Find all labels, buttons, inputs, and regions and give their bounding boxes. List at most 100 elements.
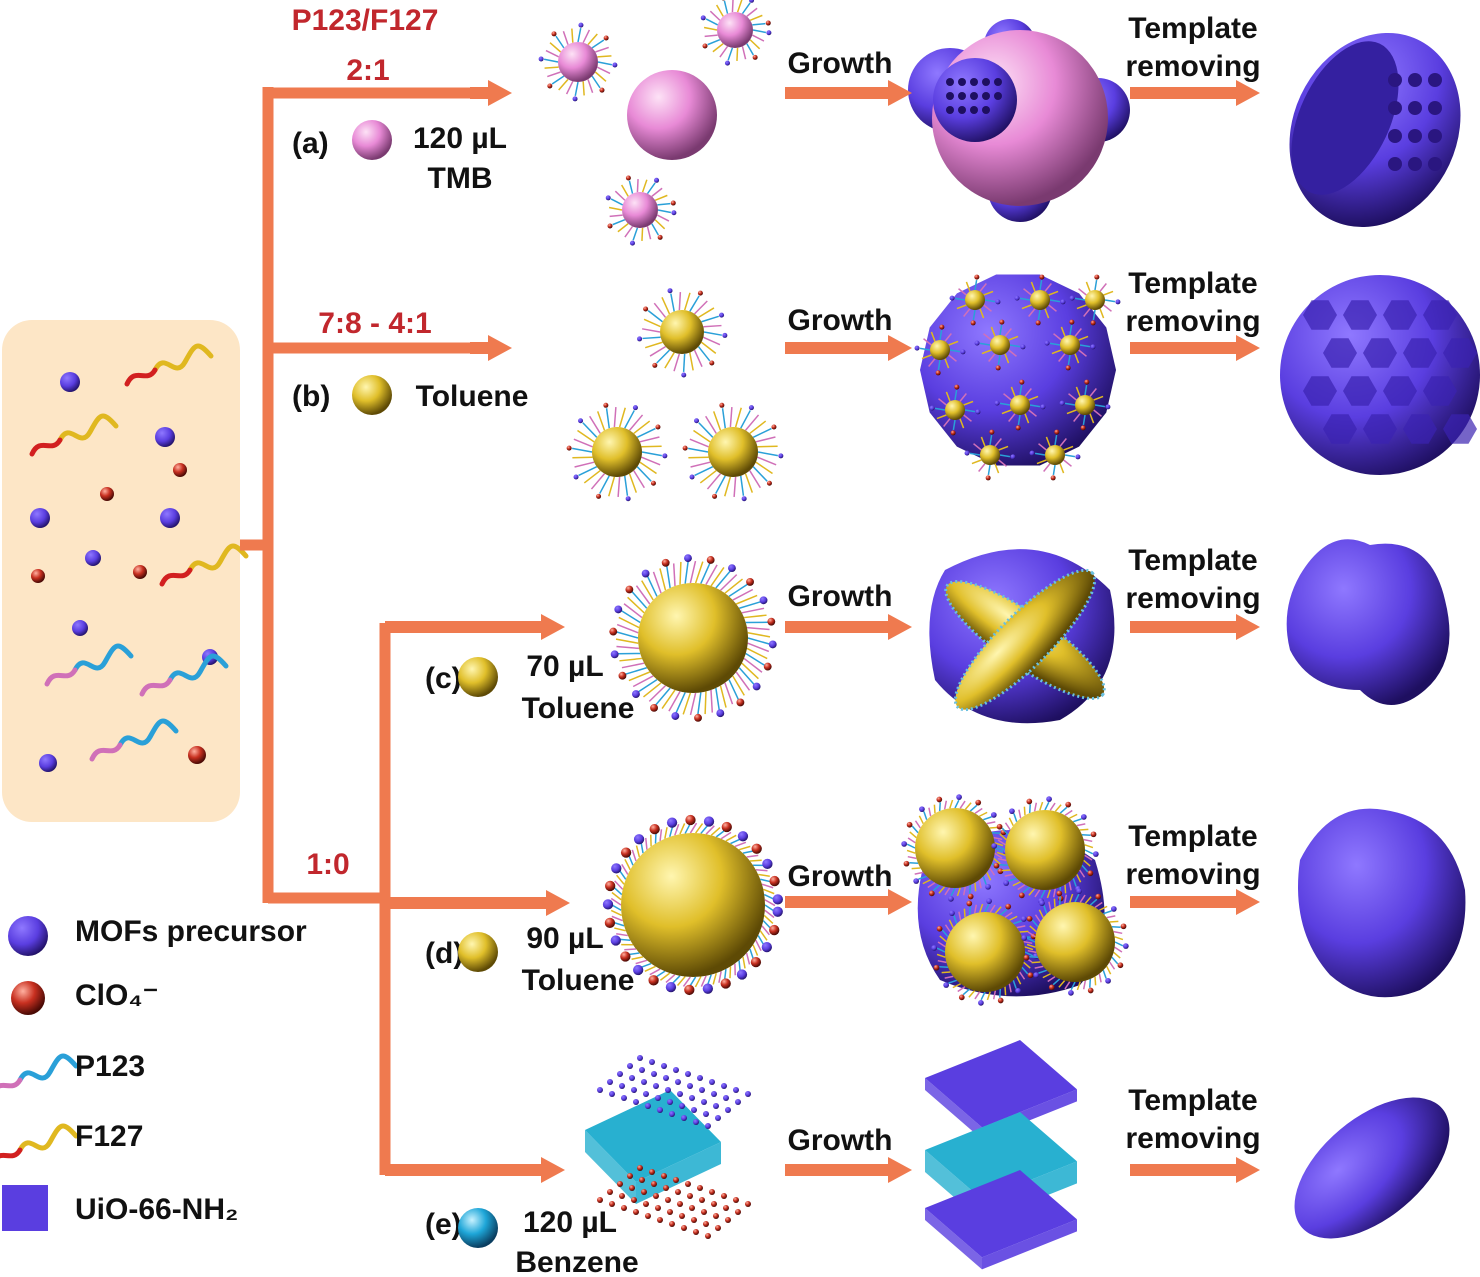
arrow-head bbox=[1236, 1157, 1260, 1183]
micelle-chain bbox=[1017, 414, 1021, 426]
sphere bbox=[592, 427, 642, 477]
sphere bbox=[701, 1209, 707, 1215]
micelle-chain bbox=[1082, 980, 1087, 990]
micelle-chain bbox=[1038, 969, 1047, 974]
sphere bbox=[607, 1189, 613, 1195]
micelle-chain bbox=[1053, 333, 1062, 341]
micelle-chain bbox=[639, 436, 660, 443]
micelle-chain bbox=[968, 990, 976, 998]
micelle-chain bbox=[747, 632, 771, 638]
hollow-shell bbox=[1286, 539, 1450, 705]
sphere bbox=[949, 910, 955, 917]
micelle-chain bbox=[735, 671, 751, 691]
sphere bbox=[750, 957, 762, 968]
mof-swatch bbox=[2, 1185, 48, 1231]
micelle-chain bbox=[972, 309, 976, 321]
sphere bbox=[943, 982, 950, 988]
sphere bbox=[610, 935, 621, 946]
sphere bbox=[762, 858, 773, 870]
micelle-chain bbox=[1084, 854, 1093, 861]
sphere bbox=[1005, 903, 1012, 910]
micelle-chain bbox=[1084, 896, 1092, 904]
sphere bbox=[673, 1177, 679, 1183]
sphere bbox=[950, 430, 956, 436]
polymer-chain bbox=[187, 543, 249, 573]
sphere bbox=[716, 709, 725, 718]
micelle-chain bbox=[764, 909, 775, 919]
sphere bbox=[769, 924, 780, 936]
sphere bbox=[705, 1123, 711, 1129]
micelle-chain bbox=[1008, 335, 1019, 341]
micelle-chain bbox=[1082, 414, 1086, 426]
micelle-chain bbox=[979, 308, 985, 319]
micelle-chain bbox=[1103, 910, 1112, 915]
micelle-chain bbox=[1063, 894, 1068, 904]
micelle-chain bbox=[1076, 874, 1082, 883]
micelle-chain bbox=[1030, 281, 1036, 292]
micelle-chain bbox=[665, 565, 671, 589]
sphere bbox=[133, 565, 147, 579]
micelle-chain bbox=[999, 864, 1009, 867]
micelle-chain bbox=[1084, 384, 1088, 396]
sphere bbox=[607, 223, 613, 229]
micelle-chain bbox=[718, 971, 722, 983]
sphere bbox=[649, 1169, 655, 1175]
micelle-chain bbox=[549, 42, 562, 53]
micelle-chain bbox=[986, 991, 991, 1001]
sphere bbox=[631, 1197, 637, 1203]
sphere bbox=[689, 1205, 695, 1211]
sphere bbox=[1095, 893, 1102, 900]
micelle-chain bbox=[1045, 436, 1051, 447]
micelle-chain bbox=[741, 607, 765, 614]
micelle-chain bbox=[636, 466, 652, 482]
micelle-chain bbox=[1038, 909, 1044, 918]
micelle-chain bbox=[644, 965, 656, 973]
micelle-chain bbox=[611, 891, 622, 901]
micelle-chain bbox=[948, 979, 957, 984]
micelle-chain bbox=[991, 831, 1001, 834]
micelle-chain bbox=[621, 662, 645, 669]
sphere bbox=[650, 480, 656, 486]
sphere bbox=[719, 312, 725, 318]
mof-shell bbox=[920, 274, 1116, 466]
micelle-chain bbox=[1104, 299, 1116, 303]
micelle-chain bbox=[1024, 388, 1032, 397]
micelle-chain bbox=[1074, 893, 1080, 903]
micelle-chain bbox=[980, 436, 986, 447]
template-layer bbox=[585, 1130, 636, 1204]
components-box bbox=[2, 320, 240, 822]
micelle-chain bbox=[693, 429, 711, 443]
micelle-chain bbox=[1075, 386, 1081, 397]
micelle-chain bbox=[694, 561, 704, 584]
micelle-chain bbox=[974, 807, 983, 814]
micelle-chain bbox=[755, 869, 768, 872]
micelle-chain bbox=[747, 642, 770, 653]
micelle-chain bbox=[578, 466, 598, 477]
micelle-chain bbox=[721, 408, 727, 429]
solvent: TMB bbox=[428, 162, 493, 195]
micelle-chain bbox=[683, 292, 691, 311]
micelle-chain bbox=[998, 459, 1007, 467]
micelle-chain bbox=[1072, 878, 1077, 887]
sphere bbox=[694, 418, 700, 424]
sphere bbox=[1056, 890, 1063, 897]
micelle-chain bbox=[616, 874, 625, 885]
micelle-chain bbox=[1047, 976, 1056, 983]
micelle-chain bbox=[641, 445, 662, 448]
micelle-chain bbox=[922, 879, 931, 885]
micelle-chain bbox=[1023, 288, 1032, 296]
sphere bbox=[620, 951, 631, 962]
micelle-chain bbox=[679, 561, 682, 585]
micelle-chain bbox=[962, 886, 967, 896]
sphere bbox=[649, 823, 660, 835]
micelle-chain bbox=[1028, 308, 1036, 317]
sphere bbox=[929, 405, 935, 411]
sphere bbox=[725, 1107, 731, 1113]
sphere bbox=[675, 1189, 681, 1195]
sphere bbox=[1045, 445, 1065, 465]
micelle-chain bbox=[738, 845, 751, 851]
micelle-chain bbox=[1008, 877, 1017, 882]
micelle-chain bbox=[684, 561, 689, 584]
micelle-chain bbox=[1079, 894, 1086, 903]
micelle-chain bbox=[668, 691, 681, 712]
